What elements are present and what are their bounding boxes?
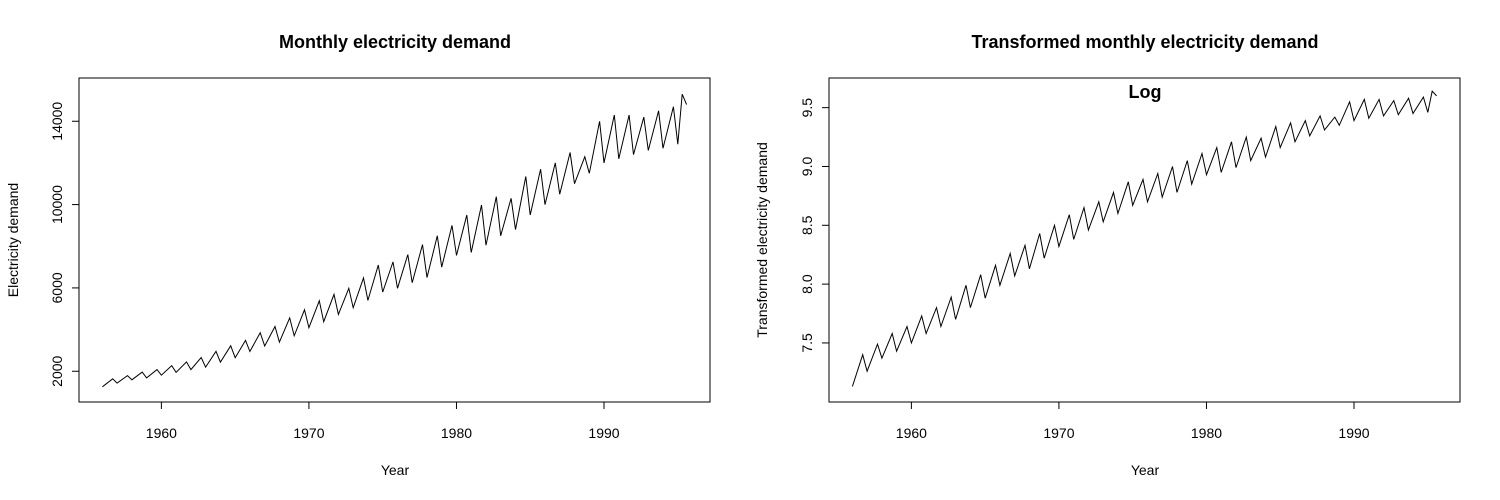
y-tick-label: 14000 bbox=[49, 102, 65, 141]
plot-frame bbox=[828, 77, 1461, 403]
y-tick-label: 8.5 bbox=[799, 215, 815, 235]
x-tick-label: 1970 bbox=[293, 425, 324, 441]
x-axis-label: Year bbox=[381, 462, 410, 478]
y-axis: 7.5 8.0 8.5 9.0 9.5 bbox=[799, 98, 829, 353]
series-line bbox=[102, 94, 688, 388]
plot-frame bbox=[78, 77, 711, 403]
y-axis: 2000 6000 10000 14000 bbox=[49, 102, 79, 387]
x-axis: 1960 1970 1980 1990 bbox=[896, 402, 1370, 441]
series-line bbox=[851, 90, 1437, 387]
panel-transformed-demand: Transformed monthly electricity demand L… bbox=[754, 32, 1461, 478]
y-tick-label: 2000 bbox=[49, 355, 65, 386]
x-tick-label: 1970 bbox=[1043, 425, 1074, 441]
x-tick-label: 1990 bbox=[588, 425, 619, 441]
x-tick-label: 1960 bbox=[896, 425, 927, 441]
y-tick-label: 9.5 bbox=[799, 98, 815, 118]
x-axis: 1960 1970 1980 1990 bbox=[146, 402, 620, 441]
y-tick-label: 6000 bbox=[49, 272, 65, 303]
transform-annotation: Log bbox=[1129, 82, 1162, 102]
x-tick-label: 1960 bbox=[146, 425, 177, 441]
x-tick-label: 1980 bbox=[441, 425, 472, 441]
x-tick-label: 1980 bbox=[1191, 425, 1222, 441]
chart-title: Transformed monthly electricity demand bbox=[971, 32, 1318, 52]
chart-title: Monthly electricity demand bbox=[279, 32, 511, 52]
panel-electricity-demand: Monthly electricity demand 1960 1970 1980 1… bbox=[5, 32, 711, 478]
y-tick-label: 10000 bbox=[49, 185, 65, 224]
y-axis-label: Electricity demand bbox=[5, 183, 21, 297]
y-tick-label: 7.5 bbox=[799, 333, 815, 353]
y-axis-label: Transformed electricity demand bbox=[754, 142, 770, 338]
x-tick-label: 1990 bbox=[1338, 425, 1369, 441]
y-tick-label: 8.0 bbox=[799, 274, 815, 294]
y-tick-label: 9.0 bbox=[799, 157, 815, 177]
x-axis-label: Year bbox=[1131, 462, 1160, 478]
